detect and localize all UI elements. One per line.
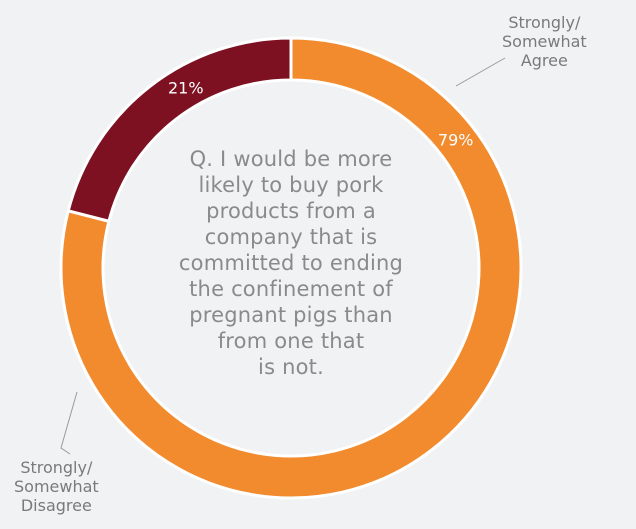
slice-label-agree: Strongly/ Somewhat Agree bbox=[502, 13, 587, 70]
question-line: Q. I would be more bbox=[189, 147, 393, 171]
question-line: pregnant pigs than bbox=[189, 303, 393, 327]
slice-label-disagree: Strongly/ Somewhat Disagree bbox=[14, 458, 99, 515]
slice-label-line: Somewhat bbox=[502, 32, 587, 51]
question-line: likely to buy pork bbox=[198, 173, 384, 197]
slice-label-line: Strongly/ bbox=[20, 458, 93, 477]
slice-label-line: Somewhat bbox=[14, 477, 99, 496]
leader-line-1 bbox=[60, 391, 78, 455]
slice-label-line: Strongly/ bbox=[508, 13, 581, 32]
leader-line-0 bbox=[455, 57, 506, 87]
donut-slice-0 bbox=[59, 36, 523, 500]
question-line: from one that bbox=[217, 329, 365, 353]
question-line: the confinement of bbox=[189, 277, 393, 301]
question-line: company that is bbox=[204, 225, 378, 249]
question-line: products from a bbox=[206, 199, 376, 223]
slice-percent-label: 21% bbox=[168, 78, 204, 97]
question-line: committed to ending bbox=[178, 251, 404, 275]
slice-label-line: Agree bbox=[520, 51, 568, 70]
slice-percent-label: 79% bbox=[438, 130, 474, 149]
chart-question-text: Q. I would be more likely to buy pork pr… bbox=[175, 146, 407, 380]
donut-slice-1 bbox=[66, 36, 293, 224]
slice-label-line: Disagree bbox=[20, 496, 92, 515]
question-line: is not. bbox=[258, 355, 324, 379]
